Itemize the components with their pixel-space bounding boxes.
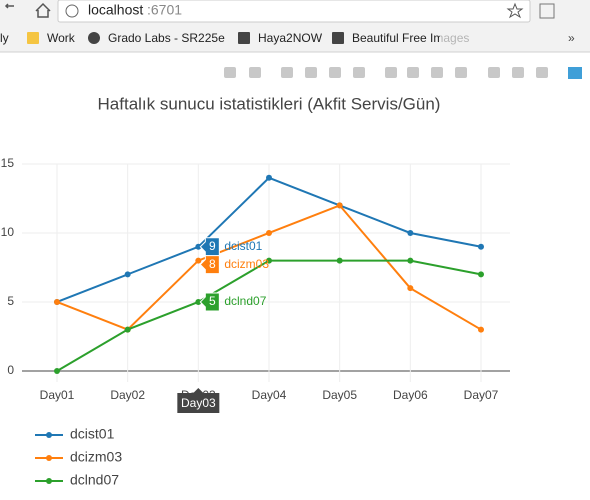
modebar-button[interactable]: [305, 67, 317, 78]
hover-name: dcizm03: [224, 257, 269, 271]
hover-x-box: [177, 388, 220, 413]
modebar: [224, 67, 582, 79]
chart-title: Haftalık sunucu istatistikleri (Akfit Se…: [98, 94, 441, 113]
legend-label[interactable]: dcizm03: [70, 449, 122, 465]
bookmark[interactable]: Work: [47, 31, 76, 45]
bookmark[interactable]: Grado Labs - SR225e: [108, 31, 225, 45]
data-point: [54, 367, 60, 374]
x-tick-label: Day02: [110, 388, 145, 402]
home-button[interactable]: [35, 2, 51, 18]
bookmarks-more[interactable]: »: [568, 31, 575, 45]
star-icon[interactable]: [506, 2, 524, 19]
data-point: [336, 202, 343, 209]
x-tick-label: Day05: [322, 388, 357, 402]
data-point: [195, 298, 202, 305]
data-point: [336, 257, 343, 264]
data-point: [478, 326, 484, 333]
modebar-button[interactable]: [488, 67, 500, 78]
bookmark-icon: [332, 32, 344, 44]
bookmark[interactable]: Haya2NOW: [258, 31, 323, 45]
x-tick-label: Day04: [252, 388, 287, 402]
data-point: [124, 271, 131, 278]
data-point: [478, 271, 484, 278]
modebar-button[interactable]: [281, 67, 293, 78]
hover-box: [199, 255, 220, 275]
x-tick-label: Day01: [40, 388, 75, 402]
data-point: [195, 243, 202, 250]
y-tick-label: 0: [7, 363, 14, 377]
bookmark-icon: [27, 32, 39, 44]
data-point: [478, 243, 484, 250]
back-button[interactable]: [4, 3, 14, 9]
data-point: [266, 257, 272, 264]
data-point: [407, 229, 414, 236]
data-point: [54, 298, 60, 305]
y-tick-label: 10: [1, 225, 15, 239]
hover-name: dcist01: [224, 239, 262, 253]
x-tick-label: Day06: [393, 388, 428, 402]
legend-marker: [46, 478, 52, 484]
modebar-button[interactable]: [249, 67, 261, 78]
hover-value: 5: [209, 294, 216, 308]
modebar-button[interactable]: [407, 67, 419, 78]
modebar-button[interactable]: [385, 67, 397, 78]
hover-value: 8: [209, 257, 216, 271]
legend-label[interactable]: dclnd07: [70, 472, 119, 488]
hover-box: [199, 292, 220, 312]
data-point: [266, 174, 272, 181]
data-point: [124, 326, 131, 333]
y-tick-label: 15: [1, 156, 15, 170]
modebar-button[interactable]: [455, 67, 467, 78]
y-tick-label: 5: [7, 294, 14, 308]
modebar-button[interactable]: [329, 67, 341, 78]
modebar-button[interactable]: [512, 67, 524, 78]
hover-value: 9: [209, 239, 216, 253]
legend-marker: [46, 432, 52, 438]
bookmark[interactable]: ly: [0, 31, 9, 45]
legend-label[interactable]: dcist01: [70, 426, 115, 442]
bookmark-icon: [88, 32, 100, 44]
hover-box: [199, 237, 220, 257]
data-point: [195, 257, 202, 264]
legend-marker: [46, 455, 52, 461]
bookmark-icon: [238, 32, 250, 44]
hover-name: dclnd07: [224, 294, 266, 308]
data-point: [407, 257, 414, 264]
modebar-button[interactable]: [353, 67, 365, 78]
data-point: [407, 285, 414, 292]
extension-icon[interactable]: [539, 3, 555, 19]
modebar-logo[interactable]: [568, 67, 582, 79]
hover-x-label: Day03: [181, 396, 216, 410]
bookmark-fade: [440, 28, 470, 50]
modebar-button[interactable]: [536, 67, 548, 78]
data-point: [266, 229, 272, 236]
x-tick-label: Day07: [464, 388, 499, 402]
url-port: :6701: [147, 2, 182, 18]
info-icon: [65, 4, 79, 18]
address-bar[interactable]: [57, 0, 531, 23]
modebar-button[interactable]: [431, 67, 443, 78]
url-host: localhost: [88, 2, 143, 18]
modebar-button[interactable]: [224, 67, 236, 78]
bookmarks-bar: ly Work Grado Labs - SR225e Haya2NOW Beautif…: [0, 28, 575, 50]
